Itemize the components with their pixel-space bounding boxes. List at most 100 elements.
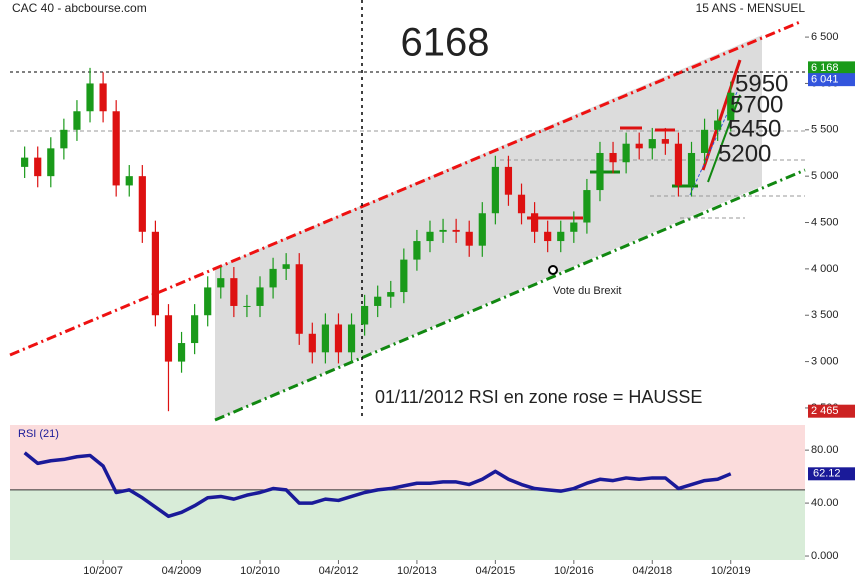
- candle-body: [465, 231, 473, 246]
- target-label: 5450: [728, 115, 781, 142]
- candle-body: [125, 176, 133, 186]
- candle-body: [177, 343, 186, 362]
- x-tick-label: 04/2009: [162, 565, 202, 577]
- candle-body: [164, 315, 173, 362]
- y-tick-label: 4 500: [811, 216, 839, 228]
- y-tick-label: 5 500: [811, 124, 839, 136]
- price-label: 2 465: [811, 405, 839, 417]
- candle-body: [413, 241, 421, 260]
- rsi-line: [23, 451, 732, 519]
- value-label-box: [808, 467, 855, 481]
- candle-body: [687, 152, 696, 186]
- price-label: 6 168: [811, 62, 839, 74]
- candle-body: [230, 278, 238, 306]
- candle-body: [530, 213, 539, 232]
- candle-body: [269, 268, 277, 288]
- candle-body: [426, 231, 434, 242]
- candle-body: [73, 111, 81, 130]
- event-label: Vote du Brexit: [553, 285, 622, 297]
- x-tick-label: 10/2016: [554, 565, 594, 577]
- candle-body: [34, 157, 42, 177]
- candle-body: [661, 139, 669, 144]
- candle-body: [622, 143, 630, 163]
- candle-body: [517, 194, 526, 214]
- candle-body: [570, 222, 578, 232]
- candle-body: [648, 139, 656, 149]
- candle-body: [47, 148, 55, 177]
- candle-body: [478, 213, 486, 246]
- candle-body: [86, 83, 94, 112]
- y-tick-label: 5 000: [811, 170, 839, 182]
- candle-body: [557, 231, 565, 242]
- price-label: 6 041: [811, 74, 839, 86]
- panel-title: RSI (21): [18, 428, 59, 440]
- price-label-box: [808, 404, 855, 418]
- candle-body: [334, 324, 343, 353]
- candle-body: [191, 315, 199, 344]
- y-tick-label: 4 000: [811, 263, 839, 275]
- x-tick-label: 10/2007: [83, 565, 123, 577]
- candle-body: [583, 190, 591, 223]
- projection: [701, 59, 742, 171]
- candle-body: [138, 176, 146, 232]
- x-tick-label: 10/2013: [397, 565, 437, 577]
- price-label-box: [808, 73, 855, 87]
- candle-body: [21, 157, 29, 167]
- event-marker: [548, 265, 558, 275]
- x-tick-label: 04/2015: [475, 565, 515, 577]
- candle-body: [452, 229, 460, 232]
- y-tick-label: 80.00: [811, 444, 839, 456]
- chart-subtitle: 15 ANS - MENSUEL: [696, 1, 806, 15]
- candle-body: [700, 129, 709, 153]
- candle-body: [714, 120, 722, 130]
- projection: [707, 94, 741, 183]
- x-tick-label: 04/2018: [632, 565, 672, 577]
- x-tick-label: 10/2010: [240, 565, 280, 577]
- candle-body: [112, 111, 120, 186]
- upper-zone: [10, 425, 805, 490]
- candle-body: [609, 152, 617, 163]
- y-tick-label: 40.00: [811, 497, 839, 509]
- candle-body: [217, 278, 225, 288]
- candle-body: [204, 287, 212, 316]
- y-tick-label: 3 500: [811, 309, 839, 321]
- lower-trend-line: [214, 168, 806, 422]
- chart-title: CAC 40 - abcbourse.com: [12, 1, 147, 15]
- candle-body: [243, 305, 251, 307]
- candle-body: [295, 264, 303, 334]
- price-label-box: [808, 61, 855, 75]
- candle-body: [387, 292, 395, 297]
- candle-body: [308, 333, 316, 353]
- y-tick-label: 6 500: [811, 31, 839, 43]
- candle-body: [544, 231, 552, 242]
- target-label: 5950: [735, 70, 788, 97]
- candle-body: [374, 296, 382, 306]
- y-tick-label: 3 000: [811, 355, 839, 367]
- x-tick-label: 10/2019: [711, 565, 751, 577]
- candle-body: [635, 143, 643, 149]
- candle-body: [674, 143, 683, 186]
- peak-label: 6168: [401, 21, 490, 65]
- rsi-note: 01/11/2012 RSI en zone rose = HAUSSE: [375, 387, 702, 407]
- x-tick-label: 04/2012: [319, 565, 359, 577]
- y-tick-label: 0.000: [811, 550, 839, 562]
- value-label: 62.12: [813, 468, 841, 480]
- candle-body: [151, 231, 159, 316]
- candle-body: [491, 166, 499, 214]
- candle-body: [504, 166, 513, 195]
- candle-body: [256, 287, 264, 306]
- target-label: 5700: [730, 91, 783, 118]
- candle-body: [439, 229, 447, 232]
- candle-body: [60, 129, 68, 149]
- lower-zone: [10, 489, 805, 560]
- candle-body: [361, 305, 369, 325]
- upper-trend-line: [9, 20, 801, 357]
- target-label: 5200: [718, 140, 771, 167]
- rsi-panel: 80.00 40.00 0.000 10/2007 04/2009 10/2010 04/2…: [10, 425, 855, 577]
- candle-body: [347, 324, 356, 353]
- candle-body: [727, 92, 735, 121]
- candle-body: [282, 264, 290, 269]
- candle-body: [400, 259, 408, 293]
